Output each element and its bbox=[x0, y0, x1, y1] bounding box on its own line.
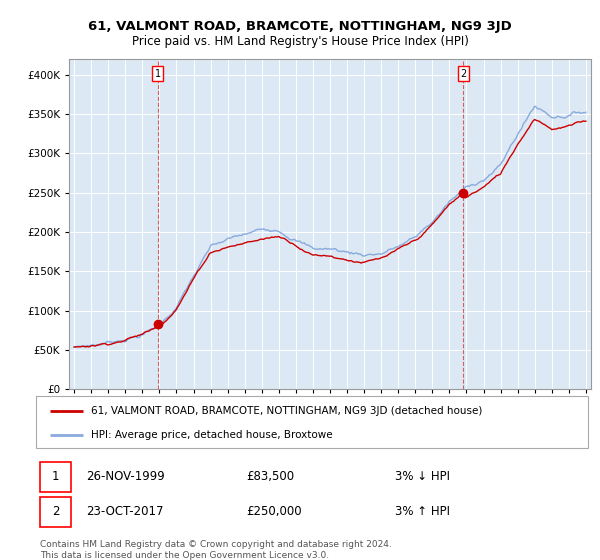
Text: Price paid vs. HM Land Registry's House Price Index (HPI): Price paid vs. HM Land Registry's House … bbox=[131, 35, 469, 48]
Text: 26-NOV-1999: 26-NOV-1999 bbox=[86, 470, 164, 483]
Text: 3% ↓ HPI: 3% ↓ HPI bbox=[395, 470, 450, 483]
Text: Contains HM Land Registry data © Crown copyright and database right 2024.
This d: Contains HM Land Registry data © Crown c… bbox=[40, 540, 392, 560]
Bar bbox=[40, 461, 71, 492]
Bar bbox=[40, 497, 71, 528]
Text: 1: 1 bbox=[52, 470, 59, 483]
Text: £250,000: £250,000 bbox=[246, 505, 301, 518]
Text: 61, VALMONT ROAD, BRAMCOTE, NOTTINGHAM, NG9 3JD (detached house): 61, VALMONT ROAD, BRAMCOTE, NOTTINGHAM, … bbox=[91, 406, 482, 416]
Text: 2: 2 bbox=[52, 505, 59, 518]
Text: £83,500: £83,500 bbox=[246, 470, 294, 483]
Text: 23-OCT-2017: 23-OCT-2017 bbox=[86, 505, 163, 518]
Text: HPI: Average price, detached house, Broxtowe: HPI: Average price, detached house, Brox… bbox=[91, 430, 333, 440]
Text: 61, VALMONT ROAD, BRAMCOTE, NOTTINGHAM, NG9 3JD: 61, VALMONT ROAD, BRAMCOTE, NOTTINGHAM, … bbox=[88, 20, 512, 32]
Text: 2: 2 bbox=[460, 69, 466, 79]
Text: 3% ↑ HPI: 3% ↑ HPI bbox=[395, 505, 450, 518]
Text: 1: 1 bbox=[155, 69, 161, 79]
